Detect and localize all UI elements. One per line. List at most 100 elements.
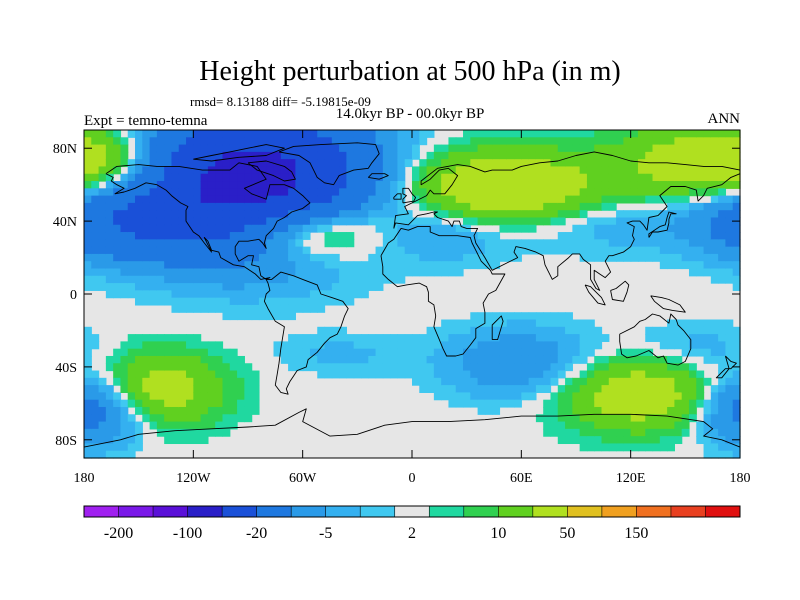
field-cell [688,159,697,168]
field-cell [463,355,471,364]
field-cell [91,421,100,430]
field-cell [135,428,143,437]
field-cell [441,173,450,182]
field-cell [156,414,165,423]
field-cell [594,399,603,408]
field-cell [149,202,158,211]
field-cell [506,137,515,146]
field-cell [91,406,100,415]
field-cell [339,202,347,211]
field-cell [412,341,420,350]
field-cell [419,224,428,233]
field-cell [331,181,340,189]
field-cell [251,392,260,401]
field-cell [222,363,231,372]
field-cell [142,406,151,415]
field-cell [171,246,180,255]
field-cell [251,399,260,408]
field-cell [178,210,187,219]
field-cell [579,181,588,189]
field-cell [98,253,107,262]
field-cell [98,385,107,393]
field-cell [594,377,603,386]
field-cell [565,166,573,175]
field-cell [339,370,347,379]
field-cell [91,253,100,262]
field-cell [441,355,450,364]
field-cell [156,261,165,270]
field-cell [390,151,399,160]
field-cell [324,159,333,168]
field-cell [113,421,122,430]
field-cell [492,173,501,182]
field-cell [645,246,654,255]
field-cell [375,217,384,226]
field-cell [441,224,450,233]
field-cell [135,363,143,372]
field-cell [375,166,384,175]
field-cell [732,181,741,189]
field-cell [484,348,493,357]
field-cell [251,173,260,182]
field-cell [127,341,136,350]
field-cell [528,377,537,386]
field-cell [703,355,712,364]
field-cell [142,348,151,357]
field-cell [463,326,471,335]
field-cell [280,173,289,182]
field-cell [258,195,267,204]
field-cell [382,363,391,372]
field-cell [84,159,92,168]
field-cell [710,246,719,255]
field-cell [193,151,202,160]
field-cell [390,246,399,255]
field-cell [477,181,486,189]
field-cell [696,319,705,328]
field-cell [404,334,413,342]
field-cell [339,261,347,270]
colorbar-swatch [670,506,706,517]
field-cell [113,195,122,204]
field-cell [550,246,559,255]
field-cell [477,399,486,408]
field-cell [193,159,202,168]
field-cell [703,210,712,219]
field-cell [105,290,114,299]
field-cell [127,166,136,175]
field-cell [91,341,100,350]
field-cell [557,355,566,364]
field-cell [178,253,187,262]
field-cell [433,217,442,226]
field-cell [244,399,253,408]
field-cell [543,137,552,146]
field-cell [193,348,202,357]
field-cell [288,181,296,189]
field-cell [637,232,646,240]
field-cell [368,341,377,350]
field-cell [696,326,705,335]
field-cell [484,392,493,401]
field-cell [288,166,296,175]
field-cell [565,195,573,204]
field-cell [84,195,92,204]
field-cell [608,385,617,393]
field-cell [222,399,231,408]
field-cell [681,392,690,401]
field-cell [455,268,464,277]
field-cell [229,217,238,226]
field-cell [273,188,282,197]
field-cell [360,181,369,189]
field-cell [514,385,522,393]
coast-madagascar [491,315,504,341]
field-cell [251,181,260,189]
field-cell [667,385,675,393]
field-cell [616,436,624,445]
field-cell [346,232,355,240]
field-cell [237,304,245,313]
field-cell [710,268,719,277]
field-cell [397,246,406,255]
field-cell [550,166,559,175]
field-cell [397,159,406,168]
field-cell [397,348,406,357]
field-cell [645,195,654,204]
